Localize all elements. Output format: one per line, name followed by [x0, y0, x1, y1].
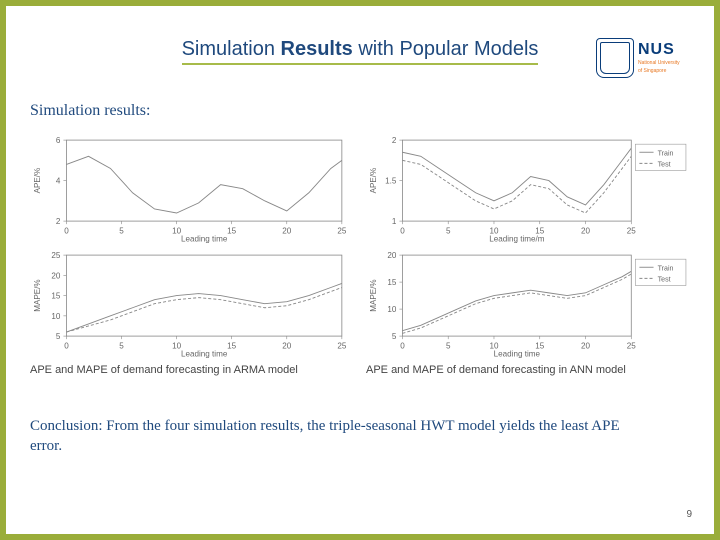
svg-text:10: 10: [387, 306, 397, 315]
svg-text:Test: Test: [658, 160, 671, 168]
svg-text:15: 15: [227, 226, 237, 235]
university-logo: NUS National University of Singapore: [596, 36, 692, 80]
svg-text:15: 15: [227, 342, 237, 351]
caption-right: APE and MAPE of demand forecasting in AN…: [366, 364, 690, 378]
svg-text:1.5: 1.5: [385, 177, 397, 186]
chart-bottom-right: 05101520255101520MAPE/%Leading timeTrain…: [366, 247, 690, 358]
svg-text:Test: Test: [658, 276, 671, 284]
title-bold: Results: [281, 38, 353, 60]
svg-text:10: 10: [51, 312, 61, 321]
slide-body: Simulation Results with Popular Models N…: [6, 6, 714, 534]
svg-text:20: 20: [51, 272, 61, 281]
svg-text:25: 25: [627, 342, 637, 351]
svg-text:MAPE/%: MAPE/%: [33, 280, 42, 312]
svg-text:20: 20: [387, 252, 397, 261]
svg-text:0: 0: [64, 342, 69, 351]
conclusion-text: Conclusion: From the four simulation res…: [30, 416, 654, 457]
svg-text:15: 15: [387, 279, 397, 288]
svg-text:20: 20: [282, 226, 292, 235]
logo-sub1: National University: [638, 60, 680, 66]
svg-text:5: 5: [119, 226, 124, 235]
svg-text:5: 5: [392, 333, 397, 342]
svg-text:Train: Train: [658, 149, 674, 157]
svg-text:Train: Train: [658, 265, 674, 273]
subheading: Simulation results:: [30, 102, 150, 120]
svg-text:Leading time/m: Leading time/m: [489, 234, 545, 243]
svg-text:25: 25: [337, 226, 347, 235]
charts-grid: 0510152025246APE/%Leading time 051015202…: [30, 132, 690, 352]
svg-text:5: 5: [119, 342, 124, 351]
page-number: 9: [686, 509, 692, 520]
chart-top-right: 051015202511.52APE/%Leading time/mTrainT…: [366, 132, 690, 243]
logo-sub2: of Singapore: [638, 68, 680, 74]
svg-text:5: 5: [446, 342, 451, 351]
svg-text:25: 25: [51, 252, 61, 261]
svg-text:15: 15: [51, 292, 61, 301]
svg-text:0: 0: [400, 342, 405, 351]
svg-text:APE/%: APE/%: [369, 168, 378, 194]
slide-title: Simulation Results with Popular Models: [182, 38, 539, 65]
svg-text:Leading time: Leading time: [494, 350, 541, 359]
svg-text:20: 20: [282, 342, 292, 351]
svg-text:2: 2: [56, 217, 61, 226]
svg-text:0: 0: [64, 226, 69, 235]
svg-text:5: 5: [56, 333, 61, 342]
crest-icon: [596, 38, 634, 78]
svg-text:20: 20: [581, 342, 591, 351]
svg-text:6: 6: [56, 136, 61, 145]
logo-text: NUS National University of Singapore: [638, 42, 680, 74]
captions-row: APE and MAPE of demand forecasting in AR…: [30, 364, 690, 378]
svg-text:2: 2: [392, 136, 397, 145]
svg-text:Leading time: Leading time: [181, 350, 228, 359]
title-part1: Simulation: [182, 38, 281, 60]
svg-text:APE/%: APE/%: [33, 168, 42, 194]
logo-brand: NUS: [638, 42, 680, 58]
svg-text:25: 25: [627, 226, 637, 235]
svg-text:MAPE/%: MAPE/%: [369, 280, 378, 312]
chart-bottom-left: 0510152025510152025MAPE/%Leading time: [30, 247, 354, 358]
svg-text:0: 0: [400, 226, 405, 235]
svg-text:4: 4: [56, 177, 61, 186]
title-part2: with Popular Models: [353, 38, 539, 60]
svg-text:5: 5: [446, 226, 451, 235]
caption-left: APE and MAPE of demand forecasting in AR…: [30, 364, 354, 378]
svg-text:Leading time: Leading time: [181, 234, 228, 243]
chart-top-left: 0510152025246APE/%Leading time: [30, 132, 354, 243]
svg-text:25: 25: [337, 342, 347, 351]
svg-text:1: 1: [392, 217, 397, 226]
svg-text:20: 20: [581, 226, 591, 235]
